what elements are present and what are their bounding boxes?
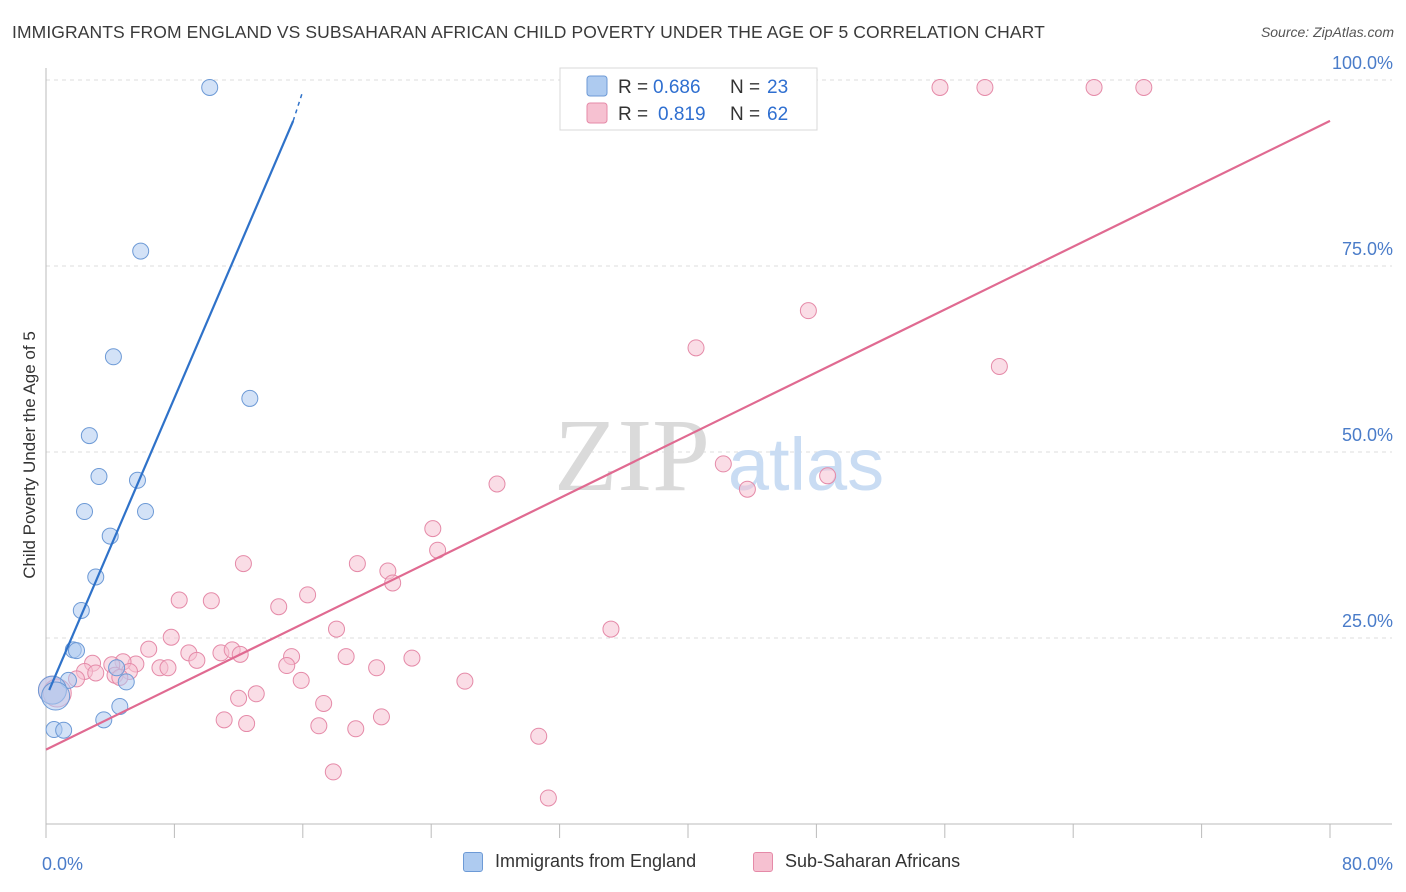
x-tick-label: 0.0% bbox=[42, 854, 83, 874]
blue-point bbox=[90, 468, 108, 486]
y-tick-label: 50.0% bbox=[1342, 425, 1393, 445]
pink-point bbox=[348, 555, 366, 573]
pink-point bbox=[488, 475, 506, 493]
pink-point bbox=[799, 302, 817, 320]
pink-point bbox=[270, 598, 288, 616]
blue-point bbox=[67, 642, 85, 660]
blue-point bbox=[41, 681, 71, 711]
legend-bottom: Immigrants from England Sub-Saharan Afri… bbox=[0, 851, 1406, 877]
legend-label-subsaharan: Sub-Saharan Africans bbox=[785, 851, 961, 871]
blue-point bbox=[132, 242, 150, 260]
legend-top-pink-swatch bbox=[586, 102, 608, 124]
pink-point bbox=[1135, 78, 1153, 96]
legend-top-r-value: 0.819 bbox=[658, 104, 706, 125]
pink-point bbox=[539, 789, 557, 807]
pink-point bbox=[170, 591, 188, 609]
blue-point bbox=[104, 348, 122, 366]
pink-point bbox=[337, 648, 355, 666]
pink-point bbox=[238, 715, 256, 733]
pink-point bbox=[159, 659, 177, 677]
blue-point bbox=[76, 503, 94, 521]
tick-labels: 25.0% 50.0% 75.0% 100.0% 0.0% 80.0% bbox=[42, 53, 1393, 874]
pink-point bbox=[324, 763, 342, 781]
pink-point bbox=[976, 78, 994, 96]
source-credit: Source: ZipAtlas.com bbox=[1260, 24, 1394, 40]
legend-top-n-value: 23 bbox=[767, 77, 788, 98]
legend-top-n-label: N = bbox=[730, 77, 760, 98]
chart-title: IMMIGRANTS FROM ENGLAND VS SUBSAHARAN AF… bbox=[12, 22, 1045, 42]
blue-point bbox=[137, 503, 155, 521]
pink-point bbox=[424, 520, 442, 538]
pink-point bbox=[188, 651, 206, 669]
blue-point bbox=[241, 389, 259, 407]
pink-point bbox=[738, 480, 756, 498]
legend-item-subsaharan[interactable]: Sub-Saharan Africans bbox=[753, 851, 960, 872]
pink-point bbox=[328, 620, 346, 638]
legend-label-england: Immigrants from England bbox=[495, 851, 697, 871]
pink-point bbox=[278, 657, 296, 675]
pink-point bbox=[230, 689, 248, 707]
pink-point bbox=[1085, 78, 1103, 96]
blue-trendline-extension bbox=[292, 90, 304, 122]
pink-point bbox=[162, 628, 180, 646]
blue-point bbox=[95, 711, 113, 729]
pink-trendline bbox=[45, 119, 1331, 751]
pink-point bbox=[299, 586, 317, 604]
pink-point bbox=[990, 357, 1008, 375]
pink-point bbox=[714, 455, 732, 473]
gridlines bbox=[46, 79, 1392, 639]
pink-point bbox=[372, 708, 390, 726]
legend-swatch-blue bbox=[463, 851, 483, 872]
pink-point bbox=[87, 664, 105, 682]
pink-point bbox=[368, 659, 386, 677]
legend-top-r-label: R = bbox=[618, 77, 648, 98]
blue-point bbox=[201, 78, 219, 96]
blue-point bbox=[108, 659, 126, 677]
pink-point bbox=[140, 640, 158, 658]
pink-point bbox=[292, 671, 310, 689]
blue-point bbox=[80, 427, 98, 445]
pink-point bbox=[347, 720, 365, 738]
pink-point bbox=[202, 592, 220, 610]
pink-point bbox=[215, 711, 233, 729]
pink-point bbox=[602, 620, 620, 638]
blue-point bbox=[111, 697, 129, 715]
blue-point bbox=[55, 721, 73, 739]
legend-top-n-label: N = bbox=[730, 104, 760, 125]
y-tick-label: 25.0% bbox=[1342, 611, 1393, 631]
y-tick-label: 75.0% bbox=[1342, 239, 1393, 259]
pink-point bbox=[315, 694, 333, 712]
y-tick-label: 100.0% bbox=[1332, 53, 1393, 73]
pink-point bbox=[530, 727, 548, 745]
legend-top: R = 0.686 N = 23 R = 0.819 N = 62 bbox=[559, 67, 818, 131]
blue-point bbox=[117, 673, 135, 691]
watermark: ZIP atlas bbox=[554, 398, 884, 513]
legend-top-r-value: 0.686 bbox=[653, 77, 701, 98]
blue-trendline bbox=[48, 120, 295, 691]
trendlines bbox=[45, 90, 1331, 751]
pink-point bbox=[456, 672, 474, 690]
legend-item-england[interactable]: Immigrants from England bbox=[463, 851, 696, 872]
legend-top-r-label: R = bbox=[618, 104, 648, 125]
pink-point bbox=[310, 717, 328, 735]
legend-top-blue-swatch bbox=[586, 75, 608, 97]
pink-point bbox=[931, 78, 949, 96]
pink-point bbox=[247, 685, 265, 703]
pink-point bbox=[819, 467, 837, 485]
watermark-zip: ZIP bbox=[554, 398, 710, 513]
pink-point bbox=[687, 339, 705, 357]
legend-top-n-value: 62 bbox=[767, 104, 788, 125]
pink-point bbox=[234, 555, 252, 573]
legend-swatch-pink bbox=[753, 851, 773, 872]
pink-point bbox=[403, 649, 421, 667]
x-tick-label: 80.0% bbox=[1342, 854, 1393, 874]
